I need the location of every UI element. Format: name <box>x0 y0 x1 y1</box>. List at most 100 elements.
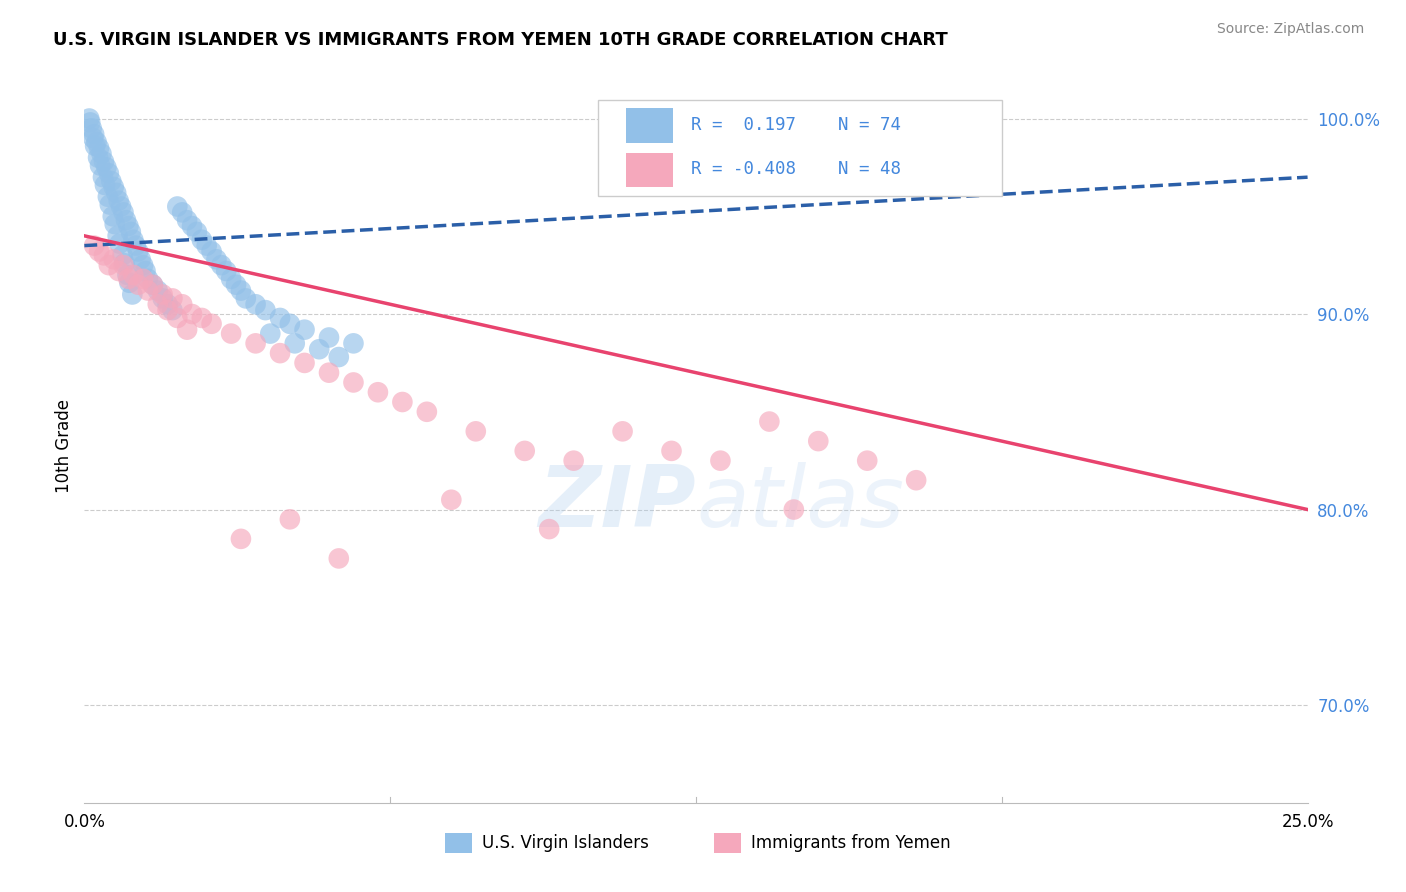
Point <box>142 277 165 292</box>
Point <box>83 238 105 252</box>
Point <box>117 272 139 286</box>
Point <box>97 258 120 272</box>
Point <box>93 154 115 169</box>
Point <box>162 303 184 318</box>
Point <box>83 127 105 141</box>
Point <box>191 310 214 325</box>
Point <box>127 244 149 259</box>
Point <box>245 336 267 351</box>
Point <box>87 141 110 155</box>
Point <box>84 139 107 153</box>
Point <box>195 238 218 252</box>
Point <box>308 343 330 357</box>
Point <box>94 178 117 192</box>
Point <box>112 258 135 272</box>
Point <box>318 366 340 380</box>
Point <box>156 303 179 318</box>
Point <box>278 317 301 331</box>
Point <box>114 256 136 270</box>
Bar <box>626 153 672 187</box>
Point <box>86 135 108 149</box>
Point <box>166 200 188 214</box>
Text: U.S. VIRGIN ISLANDER VS IMMIGRANTS FROM YEMEN 10TH GRADE CORRELATION CHART: U.S. VIRGIN ISLANDER VS IMMIGRANTS FROM … <box>53 31 948 49</box>
Point <box>142 277 165 292</box>
Point <box>259 326 281 341</box>
Point <box>97 190 120 204</box>
Point <box>104 217 127 231</box>
Point <box>100 174 122 188</box>
Point <box>121 287 143 301</box>
Point <box>219 326 242 341</box>
Point <box>225 277 247 292</box>
Point <box>328 551 350 566</box>
Point <box>132 258 155 272</box>
Point <box>181 307 204 321</box>
Point <box>120 225 142 239</box>
Point <box>807 434 830 449</box>
Point <box>538 522 561 536</box>
Text: atlas: atlas <box>696 461 904 545</box>
FancyBboxPatch shape <box>598 100 1002 196</box>
Point <box>612 425 634 439</box>
Point <box>108 236 131 251</box>
Point <box>661 443 683 458</box>
Point <box>87 151 110 165</box>
Point <box>132 272 155 286</box>
Point <box>172 205 194 219</box>
Point <box>103 252 125 267</box>
Point <box>186 225 208 239</box>
Point <box>98 197 121 211</box>
Text: R = -0.408    N = 48: R = -0.408 N = 48 <box>692 161 901 178</box>
Point <box>176 323 198 337</box>
Point <box>229 284 252 298</box>
Point <box>117 268 139 282</box>
Text: U.S. Virgin Islanders: U.S. Virgin Islanders <box>482 834 648 852</box>
Point <box>342 336 364 351</box>
Point <box>284 336 307 351</box>
Y-axis label: 10th Grade: 10th Grade <box>55 399 73 493</box>
Point <box>367 385 389 400</box>
Bar <box>626 109 672 143</box>
Point <box>80 121 103 136</box>
Text: Immigrants from Yemen: Immigrants from Yemen <box>751 834 950 852</box>
Bar <box>714 833 741 853</box>
Point <box>77 112 100 126</box>
Point <box>416 405 439 419</box>
Point <box>79 115 101 129</box>
Point <box>97 166 120 180</box>
Point <box>191 233 214 247</box>
Point <box>90 146 112 161</box>
Point <box>105 186 128 200</box>
Text: ZIP: ZIP <box>538 461 696 545</box>
Point <box>294 323 316 337</box>
Point <box>110 200 132 214</box>
Point <box>118 276 141 290</box>
Point <box>562 453 585 467</box>
Point <box>209 258 232 272</box>
Point <box>783 502 806 516</box>
Point <box>146 297 169 311</box>
Point <box>125 238 148 252</box>
Point <box>111 248 134 262</box>
Point <box>391 395 413 409</box>
Point <box>115 213 138 227</box>
Point <box>278 512 301 526</box>
Point <box>136 272 159 286</box>
Point <box>328 350 350 364</box>
Point <box>219 272 242 286</box>
Point <box>96 161 118 175</box>
Bar <box>446 833 472 853</box>
Point <box>440 492 463 507</box>
Point <box>166 310 188 325</box>
Point <box>215 264 238 278</box>
Point <box>269 346 291 360</box>
Point <box>254 303 277 318</box>
Point <box>856 453 879 467</box>
Point <box>709 453 731 467</box>
Point <box>129 252 152 267</box>
Point <box>758 415 780 429</box>
Point <box>162 292 184 306</box>
Point <box>464 425 486 439</box>
Point <box>342 376 364 390</box>
Point <box>112 205 135 219</box>
